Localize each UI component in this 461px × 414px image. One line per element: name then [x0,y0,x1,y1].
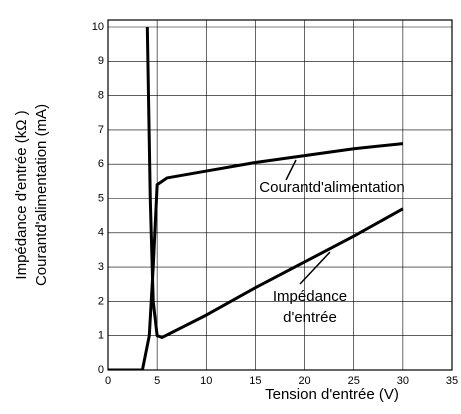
x-tick-label: 20 [298,375,310,387]
y-tick-label: 1 [98,330,104,342]
y-tick-label: 0 [98,364,104,376]
x-tick-label: 5 [154,375,160,387]
annotation: Impédance [273,288,347,305]
y-tick-label: 8 [98,90,104,102]
y-tick-label: 5 [98,192,104,204]
y-tick-label: 3 [98,261,104,273]
y-axis-label: Impédance d'entrée (kΩ ) [13,110,30,279]
data-line [108,142,404,370]
x-axis-label: Tension d'entrée (V) [265,386,399,403]
y-tick-label: 10 [92,21,104,33]
annotation: d'entrée [283,309,337,326]
x-tick-label: 35 [446,375,458,387]
x-tick-label: 30 [397,375,409,387]
x-tick-label: 25 [348,375,360,387]
y-axis-label: Courantd'alimentation (mA) [33,104,50,286]
x-tick-label: 0 [105,375,111,387]
leader-line [299,251,331,285]
x-tick-label: 10 [200,375,212,387]
y-tick-label: 7 [98,124,104,136]
y-tick-label: 9 [98,55,104,67]
y-tick-label: 6 [98,158,104,170]
y-tick-label: 2 [98,295,104,307]
data-line [145,26,404,339]
y-tick-label: 4 [98,227,104,239]
annotation: Courantd'alimentation [259,179,404,196]
x-tick-label: 15 [249,375,261,387]
leader-line [285,159,297,181]
